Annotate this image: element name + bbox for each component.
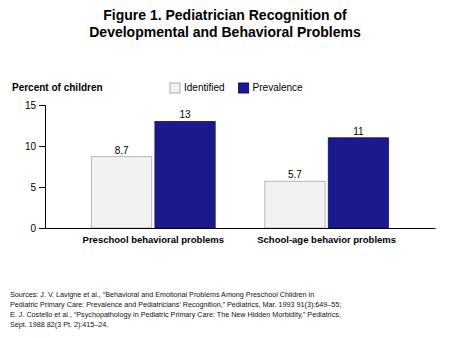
y-axis-label: Percent of children	[12, 82, 103, 93]
tick: School-age behavior problems	[257, 234, 396, 245]
data-label: 5.7	[288, 169, 302, 180]
tick-label: 5	[30, 182, 36, 193]
title: Figure 1. Pediatrician Recognition ofDev…	[89, 7, 361, 40]
y-axis: 0 5 10 15	[25, 100, 46, 234]
tick-mark	[39, 228, 45, 229]
bar	[155, 121, 215, 228]
data-label: 13	[179, 109, 191, 120]
legend-swatch	[170, 83, 180, 93]
legend-swatch	[239, 83, 249, 93]
tick-mark	[39, 187, 45, 188]
tick: Preschool behavioral problems	[83, 234, 225, 245]
tick: 15	[25, 100, 45, 111]
source: Sources: J. V. Lavigne et al., “Behavior…	[10, 290, 341, 329]
tick-label: 10	[25, 141, 37, 152]
tick-mark	[39, 146, 45, 147]
axis-line	[39, 106, 46, 229]
tick-mark	[39, 105, 45, 106]
x-axis: Preschool behavioral problems School-age …	[46, 229, 436, 245]
bar	[265, 181, 325, 228]
tick-label: School-age behavior problems	[257, 234, 396, 245]
tick-label: 15	[25, 100, 37, 111]
data-labels: 8.7 5.7 13 11	[115, 109, 364, 180]
bar	[92, 157, 152, 228]
tick: 0	[30, 223, 45, 234]
tick: 10	[25, 141, 45, 152]
bar	[328, 138, 388, 228]
tick-label: Preschool behavioral problems	[83, 234, 225, 245]
tick: 5	[30, 182, 45, 193]
tick-label: 0	[30, 223, 36, 234]
axis-line	[46, 228, 436, 229]
data-label: 11	[353, 126, 364, 137]
legend: Identified Prevalence	[170, 82, 303, 93]
data-label: 8.7	[115, 145, 129, 156]
legend-label: Identified	[184, 82, 225, 93]
bars	[92, 121, 389, 228]
legend-label: Prevalence	[253, 82, 303, 93]
chart: Figure 1. Pediatrician Recognition ofDev…	[0, 0, 450, 338]
